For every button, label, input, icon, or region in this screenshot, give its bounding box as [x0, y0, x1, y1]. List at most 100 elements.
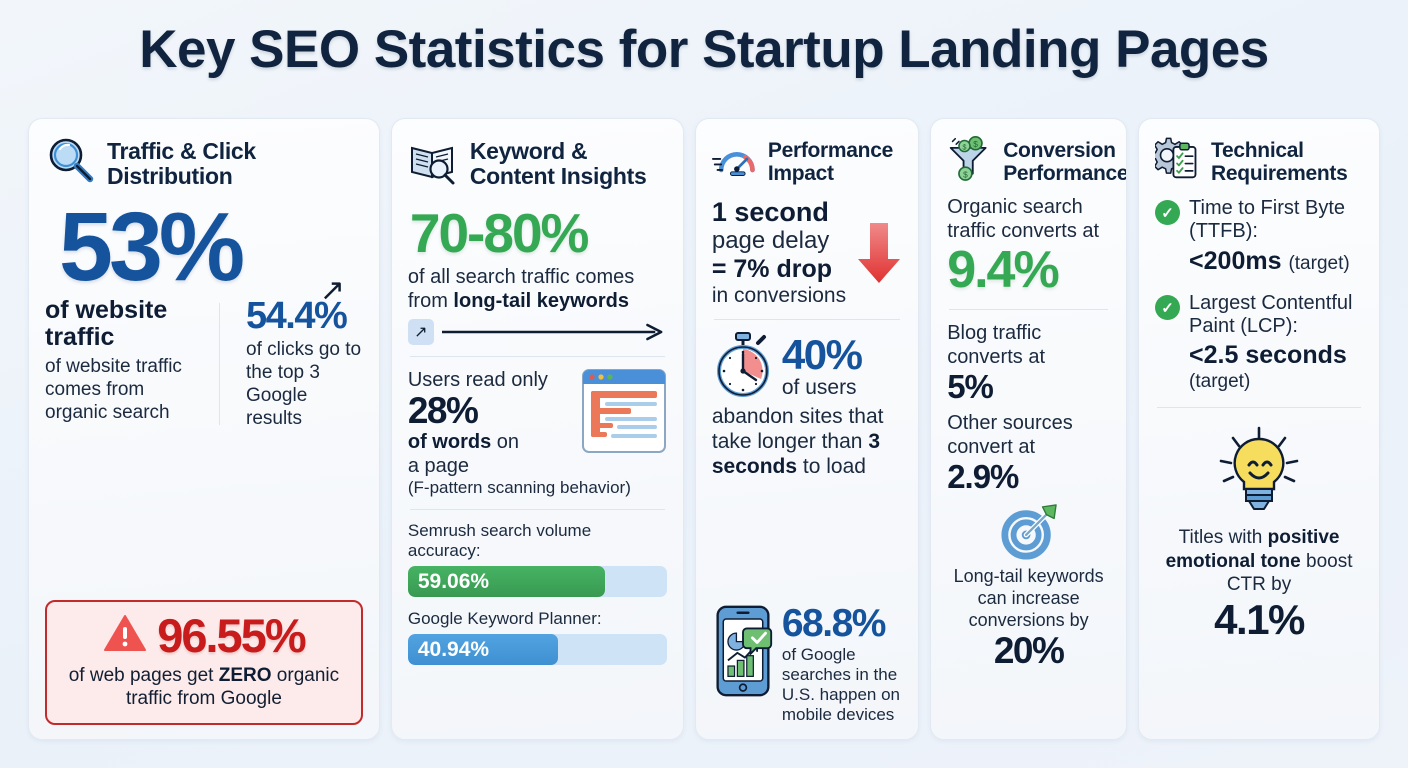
arrow-line-icon [441, 323, 663, 340]
check-ttfb: ✓ Time to First Byte (TTFB): <200ms (tar… [1155, 197, 1363, 276]
trend-arrow-icon: ↗ [407, 318, 434, 345]
abandon-stat-row: 40% of users [712, 331, 902, 402]
open-book-search-icon [408, 135, 460, 187]
magnifying-glass-icon [45, 135, 97, 187]
alert-text-part2: organic traffic from Google [125, 665, 340, 710]
bar-semrush-fill: 59.06% [407, 566, 605, 598]
stat-70-80-percent: 70-80% [409, 201, 590, 264]
lightbulb-block [1155, 425, 1363, 526]
abandon-text1: abandon sites that take longer than [711, 404, 884, 454]
read-stat-text: Users read only 28% of words on a page [408, 368, 569, 479]
check-ttfb-label: Time to First Byte (TTFB): [1189, 197, 1345, 243]
stat-5-percent: 5% [947, 367, 994, 405]
read-rest: on [491, 431, 520, 454]
card-header: Performance Impact [711, 135, 902, 186]
divider [713, 318, 901, 320]
card-title: Keyword & Content Insights [469, 138, 647, 190]
check-lcp: ✓ Largest Contentful Paint (LCP): <2.5 s… [1155, 292, 1363, 393]
speedometer-icon [711, 135, 758, 181]
stat-53-description: of website traffic comes from organic se… [45, 355, 182, 424]
card-technical-requirements: Technical Requirements ✓ Time to First B… [1138, 118, 1381, 740]
check-lcp-note: (target) [1189, 370, 1251, 392]
stat-96-55-percent: 96.55% [157, 609, 306, 663]
divider [409, 509, 665, 511]
svg-text:$: $ [963, 142, 967, 151]
stat-54-4-description: of clicks go to the top 3 Google results [246, 338, 362, 430]
delay-line2: page delay [711, 227, 830, 255]
tip-text: Titles with positive emotional tone boos… [1155, 526, 1363, 596]
bar-gkp: Google Keyword Planner: 40.94% [407, 609, 667, 677]
stat-20-percent: 20% [993, 630, 1065, 672]
alert-zero-traffic: 96.55% of web pages get ZERO organic tra… [45, 600, 363, 725]
abandon-text-block: 40% of users [781, 330, 863, 399]
check-circle-icon: ✓ [1155, 200, 1181, 226]
target-text: Long-tail keywords can increase conversi… [953, 566, 1104, 630]
read-lead: Users read only [407, 368, 548, 391]
check-lcp-value: <2.5 seconds [1189, 341, 1347, 370]
stopwatch-icon [712, 331, 774, 402]
card-title: Performance Impact [767, 139, 893, 186]
abandon-text2: to load [797, 455, 866, 479]
check-ttfb-value: <200ms [1189, 246, 1282, 275]
stat-2-9-percent: 2.9% [947, 458, 1019, 496]
other-label: Other sources convert at [947, 412, 1073, 459]
page-title: Key SEO Statistics for Startup Landing P… [139, 20, 1269, 79]
delay-text: 1 second page delay = 7% drop in convers… [712, 197, 850, 308]
tip-text1: Titles with [1178, 527, 1268, 549]
trend-arrow-row: ↗ [407, 318, 667, 345]
browser-f-pattern-icon [581, 368, 667, 459]
read-words-line: of words on [408, 430, 569, 454]
blog-label: Blog traffic converts at [947, 321, 1046, 368]
down-arrow-red-icon [856, 221, 902, 290]
check-ttfb-value-row: <200ms (target) [1189, 247, 1363, 277]
stat-right-column: ↗ 54.4% of clicks go to the top 3 Google… [234, 274, 363, 431]
card-header: Keyword & Content Insights [408, 135, 667, 190]
svg-text:$: $ [973, 140, 978, 149]
stat-28-percent: 28% [407, 389, 479, 431]
gear-checklist-icon [1150, 135, 1201, 181]
read-line3: a page [407, 455, 470, 478]
warning-triangle-icon [103, 613, 147, 658]
tip-bold: positive emotional tone [1165, 527, 1340, 572]
longtail-text: of all search traffic comes from [407, 265, 635, 312]
card-title: Traffic & Click Distribution [107, 138, 256, 190]
divider [1157, 407, 1362, 409]
check-ttfb-note: (target) [1288, 252, 1350, 274]
delay-line3: = 7% drop [711, 255, 833, 284]
bar-semrush-label: Semrush search volume accuracy: [407, 521, 592, 561]
bar-semrush-track: 59.06% [407, 566, 667, 598]
abandon-description: abandon sites that take longer than 3 se… [712, 404, 902, 480]
lightbulb-smile-icon [1209, 427, 1309, 525]
delay-stat-row: 1 second page delay = 7% drop in convers… [712, 197, 902, 308]
mobile-analytics-icon [712, 604, 774, 703]
vertical-divider [219, 302, 220, 425]
stat-53-subtitle: of website traffic [45, 295, 168, 351]
read-bold: of words [407, 431, 492, 454]
stat-left-column: of website traffic of website traffic co… [45, 295, 205, 431]
card-header: $ $ $ Conversion Performance [947, 135, 1126, 185]
stat-53-percent: 53% [59, 191, 245, 301]
divider [949, 308, 1109, 310]
target-block: Long-tail keywords can increase conversi… [947, 503, 1110, 671]
card-grid: Traffic & Click Distribution 53% of webs… [28, 118, 1381, 740]
target-dart-icon [998, 504, 1060, 565]
delay-line1: 1 second [711, 197, 829, 228]
check-lcp-row: ✓ Largest Contentful Paint (LCP): [1155, 292, 1363, 338]
stat-9-4-percent: 9.4% [947, 241, 1060, 300]
check-lcp-label: Largest Contentful Paint (LCP): [1189, 292, 1353, 338]
stat-40-percent: 40% [781, 330, 863, 378]
stat-54-4-percent: 54.4% [246, 294, 348, 337]
stat-68-8-percent: 68.8% [781, 601, 887, 645]
card-header: Technical Requirements [1150, 135, 1363, 185]
mobile-text-block: 68.8% of Google searches in the U.S. hap… [781, 601, 902, 725]
bar-gkp-track: 40.94% [407, 634, 667, 666]
bar-gkp-fill: 40.94% [407, 634, 559, 666]
tip-text2: boost CTR by [1226, 550, 1353, 595]
check-circle-icon: ✓ [1155, 295, 1181, 321]
abandon-sub: of users [781, 375, 857, 399]
stat-4-1-percent: 4.1% [1214, 595, 1305, 643]
bar-semrush: Semrush search volume accuracy: 59.06% [407, 521, 667, 609]
stat-split-row: of website traffic of website traffic co… [45, 274, 363, 431]
card-keyword-content-insights: Keyword & Content Insights 70-80% of all… [390, 118, 684, 740]
